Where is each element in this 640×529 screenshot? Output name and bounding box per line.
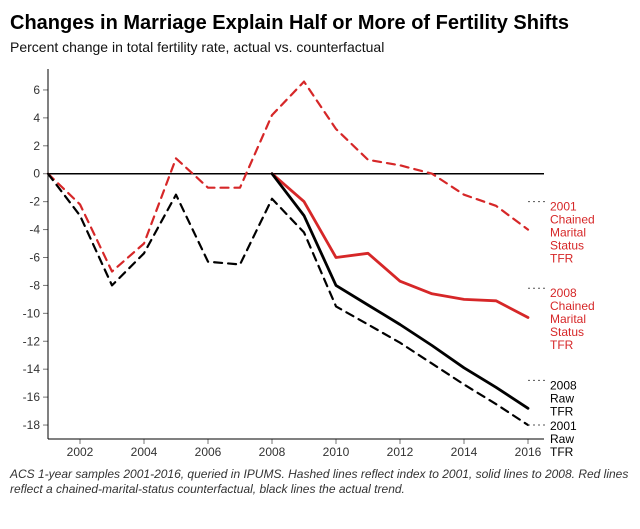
label-raw_2001-0: 2001 (550, 419, 577, 433)
svg-text:2004: 2004 (131, 445, 158, 459)
svg-text:2010: 2010 (323, 445, 350, 459)
svg-text:-4: -4 (29, 223, 40, 237)
svg-text:-8: -8 (29, 278, 40, 292)
chart-title: Changes in Marriage Explain Half or More… (10, 12, 632, 35)
label-chained_2008-4: TFR (550, 338, 574, 352)
svg-text:2014: 2014 (451, 445, 478, 459)
label-chained_2008-0: 2008 (550, 286, 577, 300)
label-raw_2008-2: TFR (550, 404, 574, 418)
label-chained_2008-3: Status (550, 325, 584, 339)
label-raw_2008-0: 2008 (550, 378, 577, 392)
svg-text:2012: 2012 (387, 445, 414, 459)
svg-text:2006: 2006 (195, 445, 222, 459)
label-raw_2001-1: Raw (550, 432, 574, 446)
label-chained_2001-2: Marital (550, 226, 586, 240)
svg-text:2008: 2008 (259, 445, 286, 459)
svg-text:2: 2 (33, 139, 40, 153)
chart-svg: -18 -16 -14 -12 -10 -8 -6 -4 -2 0 2 4 6 2002 2004 2006 2… (8, 61, 632, 461)
label-chained_2001-4: TFR (550, 252, 574, 266)
svg-text:-16: -16 (23, 390, 41, 404)
label-chained_2008-2: Marital (550, 312, 586, 326)
label-chained_2001-1: Chained (550, 213, 595, 227)
svg-text:-6: -6 (29, 250, 40, 264)
svg-text:-2: -2 (29, 195, 40, 209)
chart-footer: ACS 1-year samples 2001-2016, queried in… (10, 467, 630, 497)
svg-text:2016: 2016 (515, 445, 542, 459)
plot-area: -18 -16 -14 -12 -10 -8 -6 -4 -2 0 2 4 6 2002 2004 2006 2… (8, 61, 632, 461)
figure-container: Changes in Marriage Explain Half or More… (0, 0, 640, 529)
label-raw_2008-1: Raw (550, 391, 574, 405)
svg-text:0: 0 (33, 167, 40, 181)
svg-text:-10: -10 (23, 306, 41, 320)
svg-text:-18: -18 (23, 418, 41, 432)
label-chained_2001-0: 2001 (550, 200, 577, 214)
label-raw_2001-2: TFR (550, 445, 574, 459)
svg-text:-12: -12 (23, 334, 41, 348)
svg-text:-14: -14 (23, 362, 41, 376)
label-chained_2001-3: Status (550, 239, 584, 253)
label-chained_2008-1: Chained (550, 299, 595, 313)
svg-text:6: 6 (33, 83, 40, 97)
chart-subtitle: Percent change in total fertility rate, … (10, 39, 632, 55)
svg-text:4: 4 (33, 111, 40, 125)
svg-text:2002: 2002 (67, 445, 94, 459)
